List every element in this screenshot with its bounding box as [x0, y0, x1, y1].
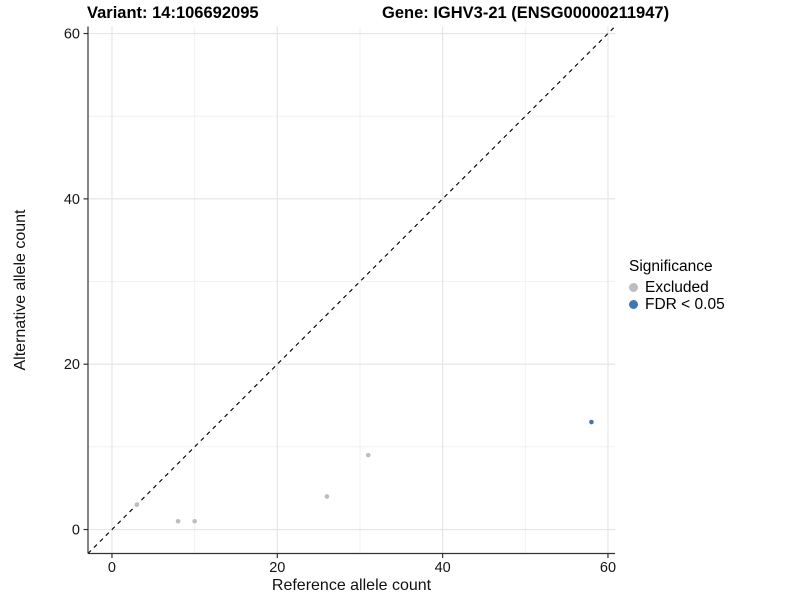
legend-item-label: Excluded: [645, 278, 709, 296]
svg-text:20: 20: [64, 357, 80, 373]
fdr-point-icon: [629, 300, 638, 309]
svg-text:60: 60: [600, 560, 616, 576]
y-axis-title: Alternative allele count: [12, 209, 29, 371]
legend-title: Significance: [629, 258, 713, 275]
svg-text:20: 20: [269, 560, 285, 576]
svg-text:40: 40: [435, 560, 451, 576]
svg-text:0: 0: [72, 523, 80, 539]
plot-title-gene: Gene: IGHV3-21 (ENSG00000211947): [382, 4, 670, 22]
plot-title-variant: Variant: 14:106692095: [87, 4, 259, 22]
legend-item-excluded: Excluded: [629, 279, 725, 296]
excluded-point-icon: [629, 283, 638, 292]
legend: Significance Excluded FDR < 0.05: [629, 258, 725, 313]
x-axis-title: Reference allele count: [271, 577, 432, 594]
svg-text:40: 40: [64, 192, 80, 208]
svg-text:60: 60: [64, 27, 80, 43]
legend-item-label: FDR < 0.05: [645, 295, 725, 313]
legend-item-fdr: FDR < 0.05: [629, 296, 725, 313]
svg-text:0: 0: [108, 560, 116, 576]
